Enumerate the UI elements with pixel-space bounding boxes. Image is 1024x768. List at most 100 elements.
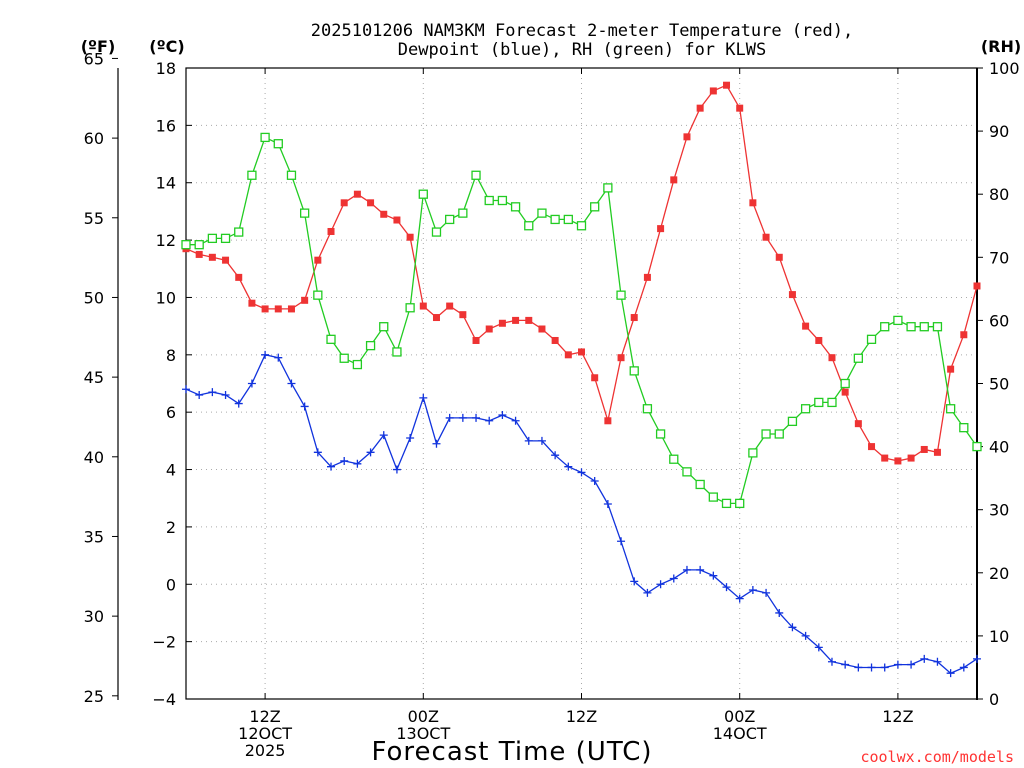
rh-point: [880, 322, 890, 332]
temperature-point: [920, 445, 928, 453]
temperature-point: [472, 336, 480, 344]
temperature-point: [696, 104, 704, 112]
rh-point: [339, 353, 349, 363]
dewpoint-point: [458, 413, 467, 422]
rh-point: [352, 359, 363, 370]
fahrenheit-tick-label: 65: [84, 49, 104, 68]
temperature-point: [261, 305, 269, 313]
celsius-tick-label: 4: [166, 461, 176, 480]
rh-axis-label: (RH): [981, 37, 1021, 56]
time-tick-label: 14OCT: [713, 724, 767, 743]
temperature-point: [287, 305, 295, 313]
dewpoint-point: [195, 390, 204, 399]
temperature-point: [208, 253, 216, 261]
dewpoint-point: [274, 353, 283, 362]
temperature-point: [815, 336, 823, 344]
rh-axis: 0 10 20 30 40 50 60 70 80 90 100: [977, 59, 1020, 709]
dewpoint-point: [696, 565, 705, 574]
dewpoint-point: [485, 416, 494, 425]
rh-point: [616, 290, 626, 300]
temperature-point: [881, 454, 889, 462]
temperature-point: [353, 190, 361, 198]
dewpoint-point: [445, 413, 454, 422]
rh-point: [207, 233, 218, 244]
celsius-tick-label: 14: [156, 174, 176, 193]
rh-point: [379, 322, 389, 332]
fahrenheit-tick-label: 40: [84, 448, 104, 467]
temperature-point: [841, 388, 849, 396]
dewpoint-point: [511, 416, 520, 425]
rh-tick-label: 20: [989, 564, 1009, 583]
rh-point: [642, 404, 653, 414]
temperature-point: [301, 296, 309, 304]
dewpoint-point: [379, 431, 388, 440]
dewpoint-point: [551, 451, 560, 460]
rh-point: [299, 208, 310, 218]
dewpoint-point: [854, 663, 863, 672]
dewpoint-point: [590, 477, 599, 486]
rh-point: [273, 139, 283, 149]
time-tick-label: 2025: [245, 741, 286, 760]
dewpoint-point: [933, 657, 942, 666]
temperature-point: [709, 87, 717, 95]
dewpoint-point: [287, 379, 296, 388]
temperature-point: [498, 319, 506, 327]
temperature-point: [367, 199, 375, 207]
data-series: [181, 81, 982, 678]
rh-tick-label: 90: [989, 122, 1009, 141]
dewpoint-point: [709, 571, 718, 580]
temperature-point: [617, 354, 625, 362]
rh-point: [181, 240, 191, 250]
time-tick-label: 00Z: [724, 707, 755, 726]
fahrenheit-tick-label: 50: [84, 288, 104, 307]
time-tick-label: 12Z: [249, 707, 280, 726]
rh-point: [774, 429, 784, 439]
dewpoint-point: [406, 433, 415, 442]
series-rh: [181, 132, 982, 509]
temperature-point: [525, 316, 533, 324]
dewpoint-point: [907, 660, 916, 669]
temperature-point: [894, 457, 902, 465]
temperature-point: [235, 273, 243, 281]
temperature-point: [327, 227, 335, 235]
rh-point: [392, 347, 402, 357]
celsius-tick-label: 2: [166, 518, 176, 537]
time-tick-label: 00Z: [408, 707, 439, 726]
source-credit[interactable]: coolwx.com/models: [860, 748, 1014, 766]
dewpoint-point: [867, 663, 876, 672]
rh-point: [669, 454, 679, 464]
temperature-point: [604, 417, 612, 425]
rh-point: [919, 322, 929, 332]
fahrenheit-tick-label: 30: [84, 607, 104, 626]
dewpoint-point: [327, 462, 336, 471]
fahrenheit-axis-label: (ºF): [81, 37, 116, 56]
title-line-1: 2025101206 NAM3KM Forecast 2-meter Tempe…: [311, 21, 853, 41]
celsius-tick-label: 16: [156, 116, 176, 135]
rh-point: [418, 189, 428, 199]
celsius-tick-label: 8: [166, 346, 176, 365]
rh-point: [735, 498, 745, 509]
dewpoint-point: [472, 413, 481, 422]
fahrenheit-tick-label: 45: [84, 368, 104, 387]
fahrenheit-tick-label: 35: [84, 527, 104, 546]
temperature-point: [973, 282, 981, 290]
celsius-tick-label: −2: [152, 633, 176, 652]
rh-point: [603, 183, 613, 193]
rh-tick-label: 0: [989, 690, 999, 709]
rh-point: [563, 214, 573, 225]
temperature-point: [380, 210, 388, 218]
rh-point: [682, 467, 692, 477]
temperature-point: [828, 354, 836, 362]
dewpoint-point: [880, 663, 889, 672]
temperature-point: [947, 365, 955, 373]
temperature-point: [406, 233, 414, 241]
temperature-point: [788, 291, 796, 299]
rh-point: [234, 227, 244, 237]
rh-point: [590, 202, 600, 212]
x-axis-title: Forecast Time (UTC): [371, 737, 652, 767]
temperature-point: [736, 104, 744, 112]
celsius-axis: −4 −2 0 2 4 6 8 10 12 14 16 18: [152, 59, 192, 709]
dewpoint-point: [261, 350, 270, 359]
